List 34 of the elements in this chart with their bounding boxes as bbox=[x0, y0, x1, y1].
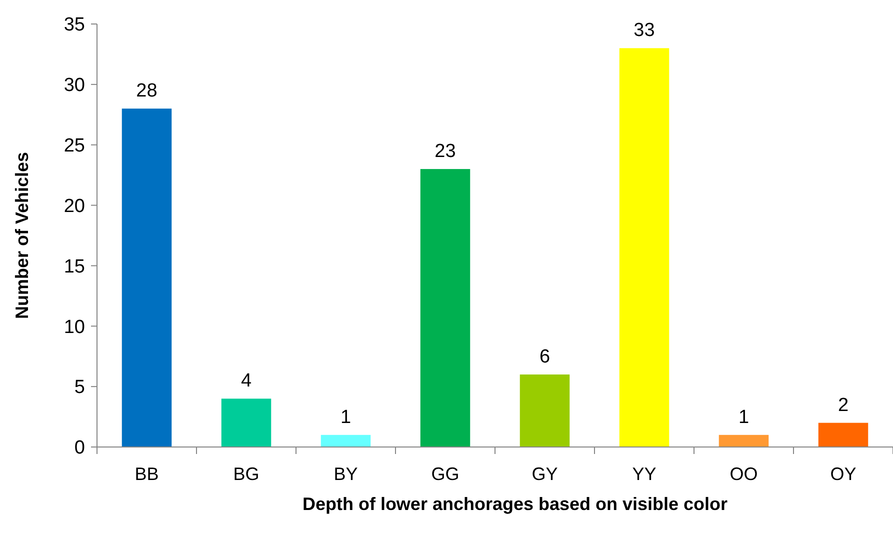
x-tick-label: OY bbox=[830, 464, 856, 484]
x-tick-label: BY bbox=[334, 464, 358, 484]
x-tick-label: GG bbox=[431, 464, 460, 484]
data-label: 1 bbox=[738, 406, 750, 428]
bar bbox=[718, 434, 769, 447]
x-axis-title: Depth of lower anchorages based on visible color bbox=[302, 494, 728, 514]
data-label: 2 bbox=[838, 394, 849, 416]
y-tick-label: 30 bbox=[64, 75, 85, 96]
y-tick-label: 35 bbox=[64, 14, 85, 36]
data-label: 33 bbox=[634, 20, 655, 42]
y-tick-label: 25 bbox=[64, 136, 85, 157]
bar bbox=[420, 169, 470, 447]
x-tick-label: OO bbox=[730, 464, 758, 484]
bar bbox=[221, 398, 272, 447]
bar bbox=[122, 108, 172, 447]
data-label: 4 bbox=[240, 370, 252, 392]
data-label: 1 bbox=[340, 406, 352, 428]
bar bbox=[320, 434, 371, 447]
y-tick-label: 0 bbox=[74, 438, 85, 459]
bar bbox=[818, 422, 868, 447]
x-tick-label: BB bbox=[134, 464, 159, 484]
x-tick-label: GY bbox=[532, 464, 558, 484]
x-tick-label: YY bbox=[632, 464, 656, 484]
data-label: 28 bbox=[136, 80, 158, 102]
x-tick-label: BG bbox=[233, 464, 260, 484]
data-label: 23 bbox=[434, 141, 456, 162]
y-tick-label: 10 bbox=[64, 316, 85, 338]
y-axis-title: Number of Vehicles bbox=[12, 152, 32, 320]
y-tick-label: 5 bbox=[74, 377, 85, 398]
y-tick-label: 15 bbox=[64, 256, 85, 278]
y-tick-label: 20 bbox=[64, 196, 85, 217]
bar bbox=[619, 48, 670, 447]
data-label: 6 bbox=[539, 346, 550, 368]
bar bbox=[520, 374, 570, 447]
